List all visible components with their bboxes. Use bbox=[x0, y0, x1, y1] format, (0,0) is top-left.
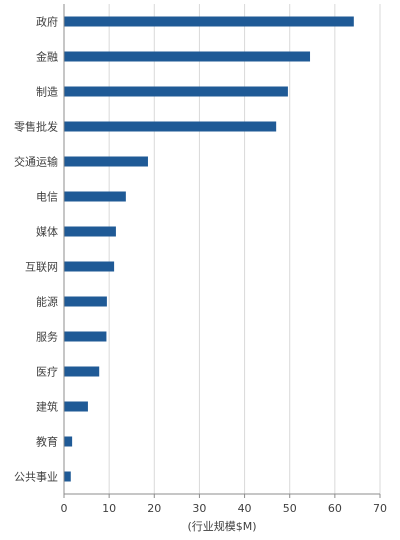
x-tick-label: 60 bbox=[328, 502, 342, 515]
bar-11 bbox=[64, 366, 100, 377]
axis-layer bbox=[63, 4, 381, 498]
category-label: 媒体 bbox=[36, 225, 58, 239]
bar-12 bbox=[64, 401, 88, 412]
x-tick-label: 50 bbox=[283, 502, 297, 515]
bar-8 bbox=[64, 261, 115, 272]
x-tick-label: 40 bbox=[238, 502, 252, 515]
category-label: 教育 bbox=[36, 435, 58, 449]
category-label: 医疗 bbox=[36, 365, 58, 379]
bar-5 bbox=[64, 156, 148, 167]
category-label: 电信 bbox=[36, 191, 58, 204]
category-label: 互联网 bbox=[25, 261, 58, 274]
bar-9 bbox=[64, 296, 107, 307]
label-layer: 0 10 20 30 40 50 60 70 政府金融制造零售批发交通运输电信媒体互联网能源服务… bbox=[14, 15, 387, 516]
x-tick-label: 20 bbox=[147, 502, 161, 515]
bar-14 bbox=[64, 471, 71, 482]
x-tick-label: 70 bbox=[373, 502, 387, 515]
bar-10 bbox=[64, 331, 107, 342]
category-label: 交通运输 bbox=[14, 155, 58, 169]
category-label: 公共事业 bbox=[14, 471, 58, 484]
bar-3 bbox=[64, 86, 288, 97]
category-label: 零售批发 bbox=[14, 120, 58, 134]
bar-4 bbox=[64, 121, 277, 132]
x-tick-label: 30 bbox=[192, 502, 206, 515]
category-label: 建筑 bbox=[36, 400, 58, 414]
category-label: 政府 bbox=[36, 15, 58, 29]
category-label: 能源 bbox=[36, 295, 58, 309]
x-axis-title: (行业规模$M) bbox=[187, 519, 256, 533]
category-label: 金融 bbox=[36, 50, 58, 64]
x-tick-label: 10 bbox=[102, 502, 116, 515]
bar-13 bbox=[64, 436, 73, 447]
bar-1 bbox=[64, 16, 354, 27]
x-tick-label: 0 bbox=[61, 502, 68, 515]
bar-layer bbox=[64, 16, 354, 482]
category-label: 服务 bbox=[36, 331, 58, 344]
category-label: 制造 bbox=[36, 85, 58, 99]
grid-layer bbox=[108, 4, 381, 494]
bar-2 bbox=[64, 51, 311, 62]
bar-6 bbox=[64, 191, 126, 202]
bar-7 bbox=[64, 226, 116, 237]
